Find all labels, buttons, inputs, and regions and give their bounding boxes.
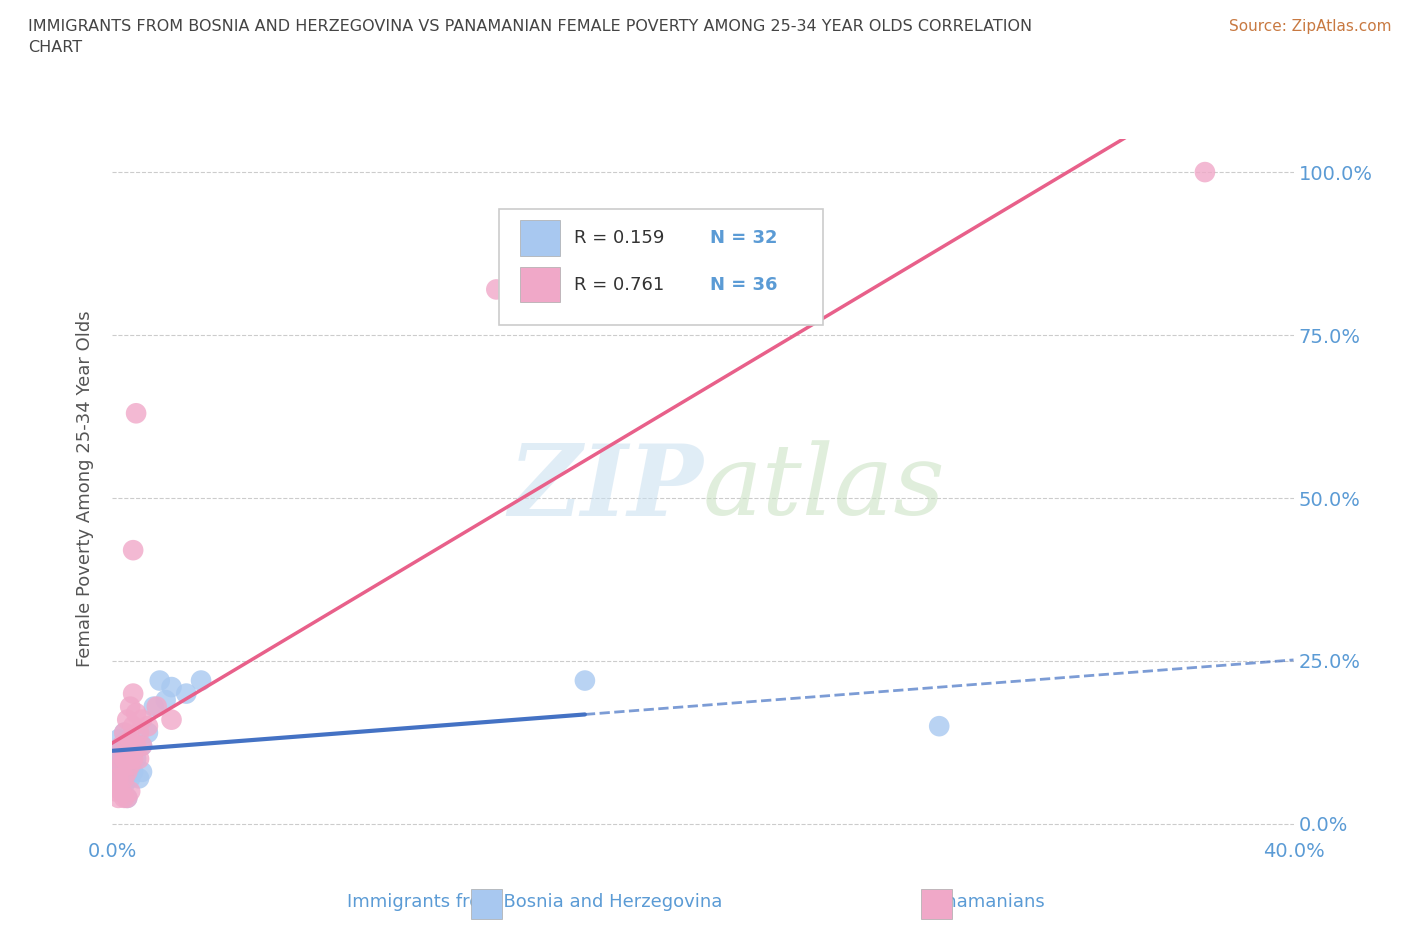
Point <box>104 751 127 766</box>
Point <box>112 790 135 805</box>
Point <box>125 738 148 753</box>
Point <box>122 686 145 701</box>
Point <box>128 751 150 766</box>
Point <box>125 706 148 721</box>
Point <box>122 764 145 779</box>
Point <box>122 543 145 558</box>
Text: N = 36: N = 36 <box>710 275 778 294</box>
Point <box>122 738 145 753</box>
Point <box>110 784 132 799</box>
Point <box>104 784 127 799</box>
Point <box>120 732 142 747</box>
Point <box>117 764 138 779</box>
Point <box>120 771 142 786</box>
Point <box>125 405 148 420</box>
Point <box>117 790 138 805</box>
Point <box>928 719 950 734</box>
Text: IMMIGRANTS FROM BOSNIA AND HERZEGOVINA VS PANAMANIAN FEMALE POVERTY AMONG 25-34 : IMMIGRANTS FROM BOSNIA AND HERZEGOVINA V… <box>28 19 1032 55</box>
Text: R = 0.761: R = 0.761 <box>574 275 664 294</box>
Point <box>107 751 129 766</box>
Point <box>128 725 150 740</box>
Point <box>160 680 183 695</box>
Point <box>110 738 132 753</box>
Point <box>110 758 132 773</box>
Point <box>131 738 153 753</box>
Point <box>112 771 135 786</box>
Point <box>131 764 153 779</box>
Point <box>117 738 138 753</box>
Point <box>107 790 129 805</box>
Point <box>120 745 142 760</box>
Point <box>125 751 148 766</box>
Point <box>110 738 132 753</box>
Point <box>120 784 142 799</box>
Point <box>136 719 159 734</box>
Text: N = 32: N = 32 <box>710 229 778 247</box>
Point <box>104 777 127 792</box>
Point <box>110 784 132 799</box>
Point <box>104 764 127 779</box>
Point <box>117 790 138 805</box>
Point <box>131 738 153 753</box>
Point <box>122 751 145 766</box>
Point <box>146 699 169 714</box>
Point <box>1194 165 1216 179</box>
Point <box>117 758 138 773</box>
Point <box>128 771 150 786</box>
Point <box>112 751 135 766</box>
Point <box>117 712 138 727</box>
Point <box>149 673 172 688</box>
Point <box>104 771 127 786</box>
Point <box>122 719 145 734</box>
Point <box>190 673 212 688</box>
Point <box>112 751 135 766</box>
Point <box>110 764 132 779</box>
Point <box>107 771 129 786</box>
Point <box>112 777 135 792</box>
Text: R = 0.159: R = 0.159 <box>574 229 664 247</box>
Point <box>112 725 135 740</box>
Point <box>160 712 183 727</box>
Point <box>155 693 177 708</box>
Text: Panamanians: Panamanians <box>924 893 1045 911</box>
Point <box>120 758 142 773</box>
Text: ZIP: ZIP <box>508 440 703 537</box>
Text: atlas: atlas <box>703 441 946 536</box>
Text: Immigrants from Bosnia and Herzegovina: Immigrants from Bosnia and Herzegovina <box>347 893 721 911</box>
Point <box>574 673 596 688</box>
Y-axis label: Female Poverty Among 25-34 Year Olds: Female Poverty Among 25-34 Year Olds <box>76 310 94 667</box>
Point <box>117 732 138 747</box>
Point <box>107 732 129 747</box>
Point <box>485 282 508 297</box>
Text: Source: ZipAtlas.com: Source: ZipAtlas.com <box>1229 19 1392 33</box>
Point <box>174 686 197 701</box>
Point <box>107 751 129 766</box>
Point <box>112 725 135 740</box>
Point <box>142 699 165 714</box>
Point <box>136 725 159 740</box>
Point <box>131 712 153 727</box>
Point <box>107 771 129 786</box>
Point <box>120 699 142 714</box>
